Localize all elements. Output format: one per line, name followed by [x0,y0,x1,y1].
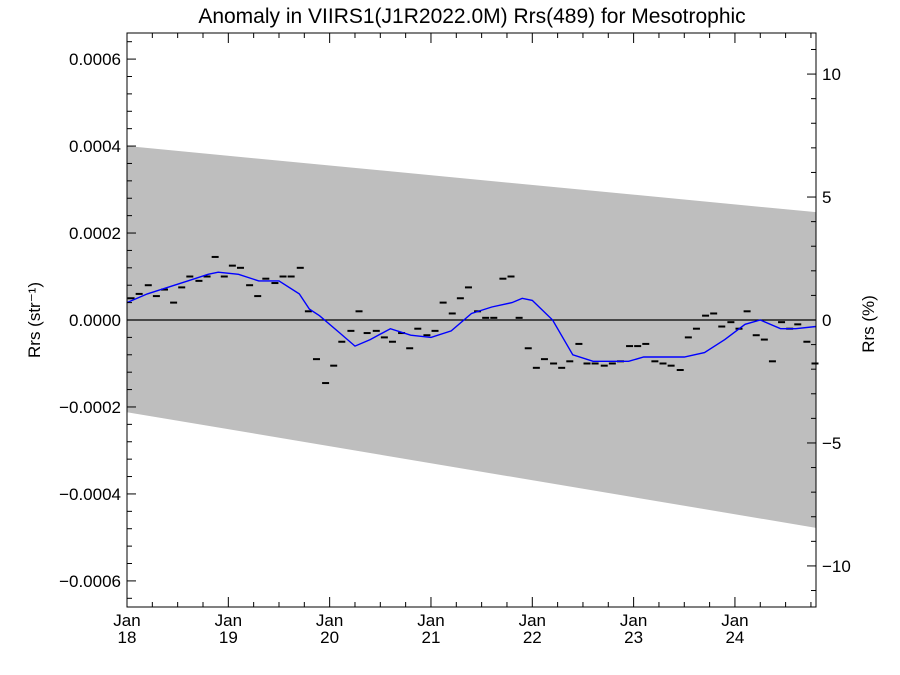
x-tick-label-year: 22 [523,628,542,647]
smooth-line [126,271,817,362]
y2-axis-title: Rrs (%) [859,295,878,353]
x-tick-label-month: Jan [721,611,748,630]
y-axis-title: Rrs (str⁻¹) [25,282,44,358]
uncertainty-band [127,146,816,528]
y-tick-label: 0.0002 [69,224,121,243]
x-tick-label-year: 20 [320,628,339,647]
x-tick-label-year: 18 [118,628,137,647]
y2-tick-label: −10 [822,557,851,576]
x-tick-label-year: 24 [725,628,744,647]
y2-tick-label: −5 [822,434,841,453]
x-tick-label-month: Jan [316,611,343,630]
x-tick-label-month: Jan [519,611,546,630]
x-tick-label-year: 19 [219,628,238,647]
y2-tick-label: 0 [822,311,831,330]
y-tick-label: −0.0004 [59,485,121,504]
y-tick-label: −0.0006 [59,572,121,591]
x-tick-label-year: 23 [624,628,643,647]
chart-title: Anomaly in VIIRS1(J1R2022.0M) Rrs(489) f… [198,5,745,28]
x-tick-label-month: Jan [113,611,140,630]
y2-tick-label: 5 [822,188,831,207]
y2-tick-label: 10 [822,65,841,84]
plot-area: 0.0006 0.0004 0.0002 0.0000 −0.0002 −0.0004 −0… [59,32,851,647]
x-tick-label-month: Jan [417,611,444,630]
y-tick-label: 0.0004 [69,137,121,156]
x-tick-label-month: Jan [215,611,242,630]
y-tick-label: 0.0006 [69,50,121,69]
y-tick-label: 0.0000 [69,311,121,330]
x-tick-label-year: 21 [422,628,441,647]
y-tick-label: −0.0002 [59,398,121,417]
x-tick-label-month: Jan [620,611,647,630]
